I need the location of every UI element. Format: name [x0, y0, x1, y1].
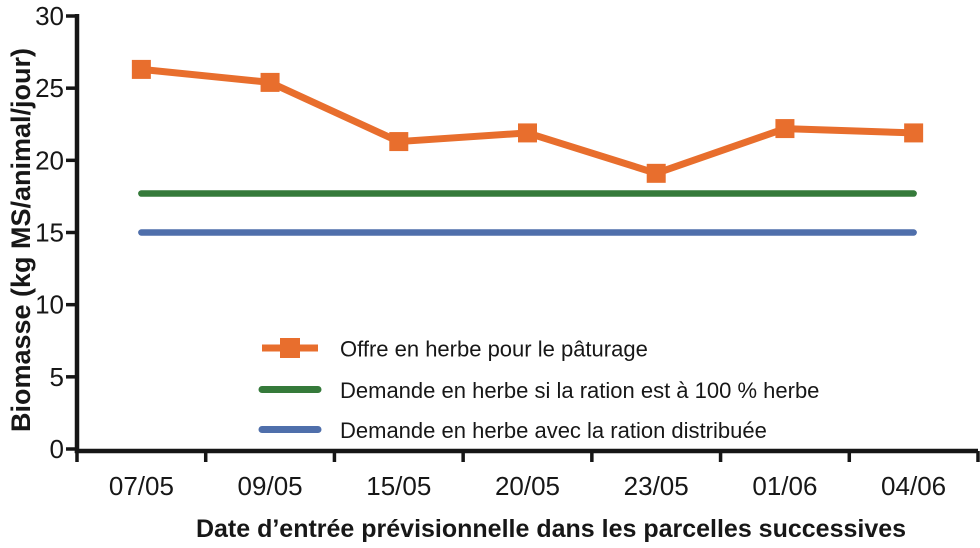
- series-square-marker: [775, 119, 795, 139]
- x-tick-label: 09/05: [238, 471, 303, 501]
- y-tick-label: 25: [35, 73, 64, 103]
- series-square-marker: [260, 72, 280, 92]
- series-square-marker: [389, 132, 409, 152]
- y-tick-labels: 30 25 20 15 10 5 0: [35, 1, 64, 464]
- x-tick-marks: [75, 451, 980, 462]
- legend-label-demande-ration-distribuee: Demande en herbe avec la ration distribu…: [340, 418, 767, 443]
- legend-item-demande-100-herbe: Demande en herbe si la ration est à 100 …: [258, 378, 819, 403]
- legend-item-demande-ration-distribuee: Demande en herbe avec la ration distribu…: [258, 418, 767, 443]
- x-tick-labels: 07/05 09/05 15/05 20/05 23/05 01/06 04/0…: [109, 471, 946, 501]
- x-tick-label: 01/06: [752, 471, 817, 501]
- y-tick-label: 30: [35, 1, 64, 31]
- y-tick-label: 15: [35, 218, 64, 248]
- series-square-marker: [646, 163, 666, 183]
- x-tick-label: 07/05: [109, 471, 174, 501]
- x-tick-label: 23/05: [624, 471, 689, 501]
- x-tick-label: 15/05: [366, 471, 431, 501]
- legend: Offre en herbe pour le pâturage Demande …: [258, 337, 819, 443]
- x-tick-label: 20/05: [495, 471, 560, 501]
- y-tick-label: 5: [50, 362, 64, 392]
- y-tick-label: 10: [35, 290, 64, 320]
- series-layer: [131, 59, 924, 236]
- series-square-marker: [904, 123, 924, 143]
- x-tick-label: 04/06: [881, 471, 946, 501]
- series-line-0: [141, 65, 914, 177]
- legend-item-offre: Offre en herbe pour le pâturage: [262, 337, 648, 362]
- y-tick-marks: [66, 14, 77, 451]
- legend-label-offre: Offre en herbe pour le pâturage: [340, 337, 648, 362]
- x-axis-title: Date d’entrée prévisionnelle dans les pa…: [196, 515, 906, 543]
- legend-label-demande-100-herbe: Demande en herbe si la ration est à 100 …: [340, 378, 819, 403]
- legend-swatch-square-marker: [280, 338, 300, 358]
- y-axis-title: Biomasse (kg MS/animal/jour): [6, 48, 36, 432]
- y-tick-label: 0: [50, 434, 64, 464]
- series-square-marker: [131, 59, 151, 79]
- series-square-marker: [518, 123, 537, 143]
- y-tick-label: 20: [35, 145, 64, 175]
